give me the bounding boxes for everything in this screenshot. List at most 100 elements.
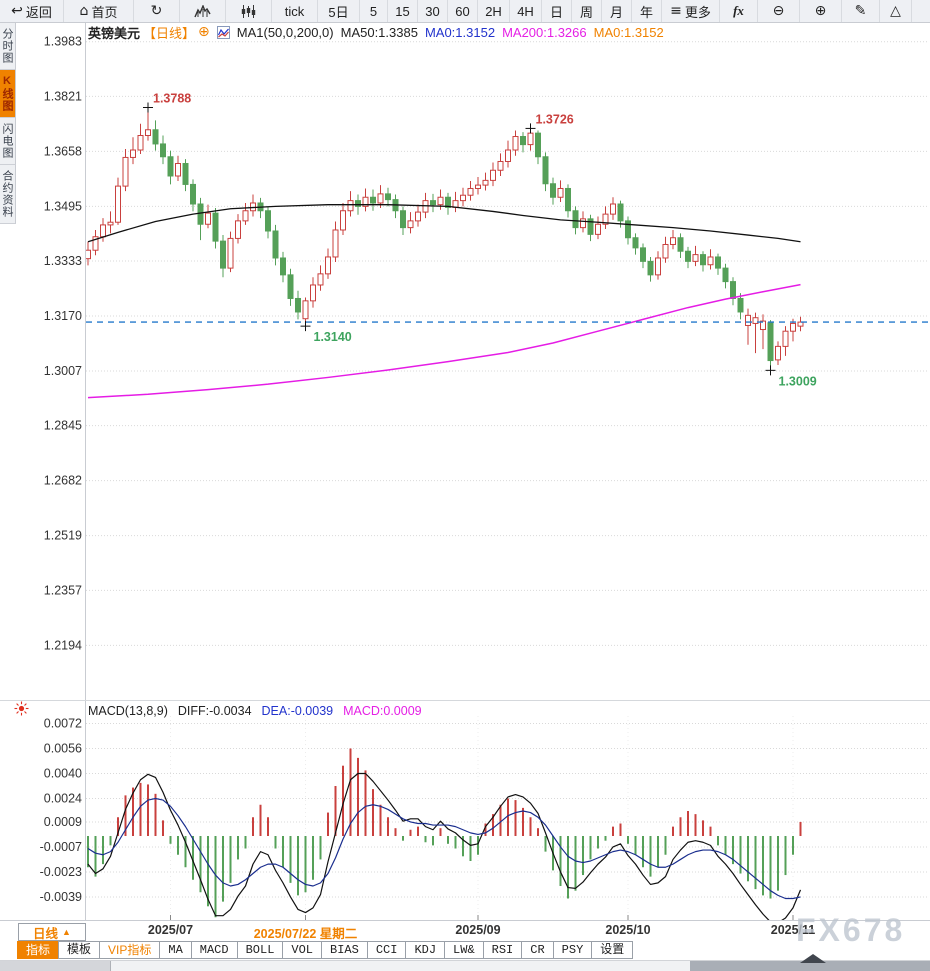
toolbar-button-zoom-in[interactable]: ⊕: [800, 0, 842, 22]
horizontal-scrollbar[interactable]: [0, 954, 930, 971]
toolbar-button-m15[interactable]: 15: [388, 0, 418, 22]
toolbar-button-label: fx: [733, 3, 744, 18]
toolbar-button-fx[interactable]: fx: [720, 0, 758, 22]
tab-kdj[interactable]: KDJ: [405, 941, 446, 959]
toolbar-button-day[interactable]: 日: [542, 0, 572, 22]
tab-settings[interactable]: 设置: [591, 941, 634, 959]
toolbar-button-shape[interactable]: △: [880, 0, 912, 22]
candle: [445, 196, 451, 208]
toolbar-button-label: 4H: [517, 3, 534, 19]
ma-lines-icon[interactable]: [216, 25, 230, 39]
sidebar-item-lightning[interactable]: 闪电图: [0, 118, 16, 165]
scrollbar-left-box[interactable]: [0, 961, 111, 971]
toolbar-button-back[interactable]: ↩ 返回: [0, 0, 64, 22]
tab-vol[interactable]: VOL: [282, 941, 323, 959]
toolbar-button-label: 2H: [485, 3, 502, 19]
candle: [310, 284, 316, 302]
candle: [332, 229, 339, 258]
candle: [497, 160, 504, 171]
toolbar-button-5d[interactable]: 5日: [318, 0, 360, 22]
candle: [175, 163, 181, 177]
candle: [715, 256, 721, 269]
toolbar-button-candle-chart[interactable]: [226, 0, 272, 22]
toolbar-button-home[interactable]: ⌂ 首页: [64, 0, 134, 22]
period-select-button[interactable]: 日线 ▲: [18, 923, 86, 941]
candle: [520, 136, 526, 146]
toolbar-button-draw[interactable]: ✎: [842, 0, 880, 22]
ma0-value-blue: MA0:1.3152: [424, 24, 496, 40]
candle: [602, 213, 609, 225]
tab-vip[interactable]: VIP指标: [99, 941, 161, 959]
tab-cci[interactable]: CCI: [366, 941, 407, 959]
toolbar-button-m5[interactable]: 5: [360, 0, 388, 22]
tab-psy[interactable]: PSY: [552, 941, 593, 959]
tab-boll[interactable]: BOLL: [236, 941, 284, 959]
sidebar-item-timeshare[interactable]: 分时图: [0, 23, 16, 70]
tab-macd[interactable]: MACD: [190, 941, 238, 959]
toolbar-button-h4[interactable]: 4H: [510, 0, 542, 22]
candle: [130, 149, 136, 158]
tab-bias[interactable]: BIAS: [321, 941, 368, 959]
tab-rsi[interactable]: RSI: [482, 941, 523, 959]
tab-ma[interactable]: MA: [159, 941, 192, 959]
toolbar-button-line-chart[interactable]: [180, 0, 226, 22]
indicator-settings-sun-icon[interactable]: [14, 701, 29, 721]
candle: [767, 322, 774, 362]
macd-y-axis-tick: -0.0007: [40, 840, 82, 854]
candle: [460, 194, 466, 202]
candle: [272, 230, 279, 259]
chart-type-sidebar: 分时图 K线图 闪电图 合约资料: [0, 23, 17, 224]
sidebar-item-kline[interactable]: K线图: [0, 70, 16, 118]
toolbar-button-m60[interactable]: 60: [448, 0, 478, 22]
tab-cr[interactable]: CR: [521, 941, 554, 959]
toolbar-button-week[interactable]: 周: [572, 0, 602, 22]
x-axis-label: 2025/07: [147, 923, 194, 937]
chevron-up-icon: ▲: [62, 927, 71, 937]
candle: [302, 300, 309, 320]
candle: [205, 212, 211, 225]
tab-template[interactable]: 模板: [58, 941, 101, 959]
toolbar-button-tick[interactable]: tick: [272, 0, 318, 22]
scrollbar-thumb[interactable]: [690, 954, 930, 971]
toolbar-button-refresh[interactable]: ↻: [134, 0, 180, 22]
toolbar-button-label: 周: [579, 4, 593, 20]
candle: [145, 129, 151, 137]
candle: [407, 220, 414, 229]
candle: [737, 297, 744, 313]
candle: [355, 200, 361, 207]
candle: [152, 129, 159, 145]
candle: [790, 322, 796, 332]
candle: [182, 163, 189, 185]
macd-params: MACD(13,8,9): [88, 704, 168, 718]
candle: [595, 223, 601, 235]
add-indicator-icon[interactable]: ⊕: [198, 24, 210, 40]
toolbar-button-h2[interactable]: 2H: [478, 0, 510, 22]
toolbar-button-year[interactable]: 年: [632, 0, 662, 22]
candle: [565, 187, 571, 212]
toolbar-button-month[interactable]: 月: [602, 0, 632, 22]
candle: [617, 203, 624, 222]
toolbar-button-label: 日: [549, 4, 563, 20]
price-annotation-low: 1.3009: [779, 374, 817, 388]
tab-lw[interactable]: LW&: [444, 941, 484, 959]
macd-macd-value: MACD:0.0009: [343, 704, 422, 718]
tab-indicator[interactable]: 指标: [17, 941, 60, 959]
candle: [122, 156, 129, 187]
scroll-up-arrow-icon[interactable]: [800, 954, 826, 963]
toolbar-button-m30[interactable]: 30: [418, 0, 448, 22]
toolbar-button-zoom-out[interactable]: ⊖: [758, 0, 800, 22]
toolbar-button-more[interactable]: ≡ 更多: [662, 0, 720, 22]
x-axis-label: 2025/09: [455, 923, 501, 937]
y-axis-tick: 1.3495: [44, 199, 82, 213]
macd-y-axis-tick: -0.0039: [40, 890, 82, 904]
macd-dea-line: [87, 797, 801, 900]
x-axis-label: 2025/10: [605, 923, 651, 937]
sidebar-item-contract[interactable]: 合约资料: [0, 165, 16, 224]
y-axis-tick: 1.3658: [44, 144, 82, 158]
macd-y-axis-tick: 0.0009: [44, 815, 82, 829]
candle: [437, 196, 444, 206]
candle: [197, 203, 204, 225]
candle: [572, 210, 579, 229]
